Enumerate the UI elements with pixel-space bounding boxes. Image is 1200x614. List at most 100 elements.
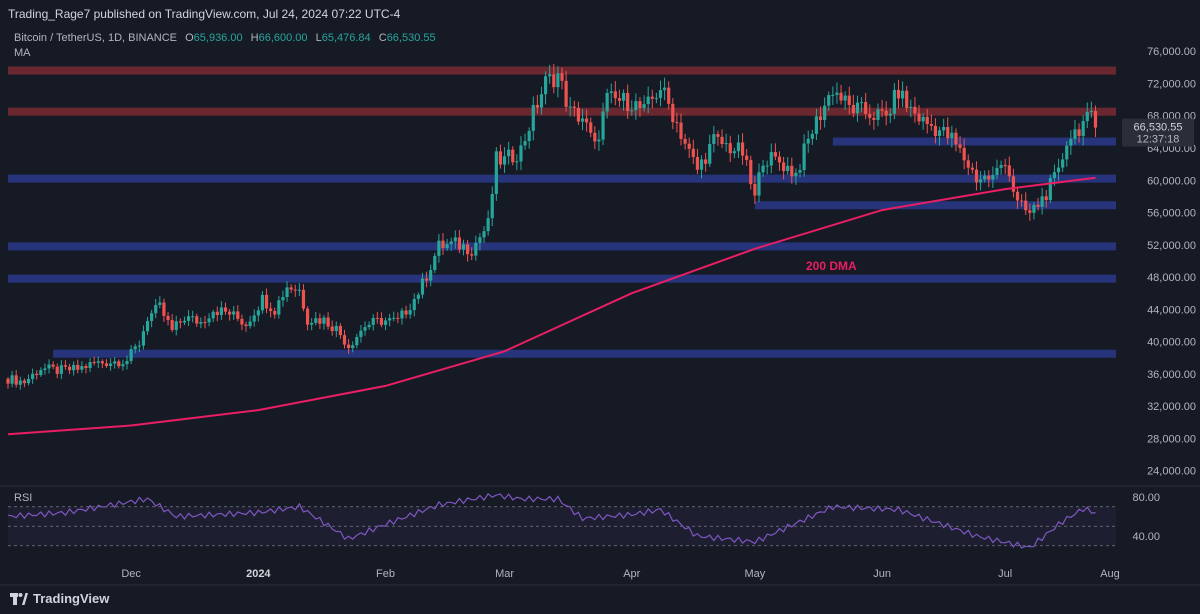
candle-body[interactable]	[888, 113, 892, 116]
candle-body[interactable]	[679, 122, 683, 139]
candle-body[interactable]	[31, 373, 35, 379]
candle-body[interactable]	[1024, 200, 1028, 211]
candle-body[interactable]	[712, 134, 716, 144]
candle-body[interactable]	[835, 92, 839, 95]
candle-body[interactable]	[6, 378, 10, 384]
candle-body[interactable]	[63, 365, 68, 367]
candle-body[interactable]	[1056, 167, 1061, 173]
candle-body[interactable]	[880, 109, 884, 111]
candle-body[interactable]	[658, 90, 663, 98]
candle-body[interactable]	[609, 91, 613, 93]
candle-body[interactable]	[326, 317, 330, 327]
candle-body[interactable]	[96, 361, 100, 363]
candle-body[interactable]	[1003, 165, 1007, 167]
candle-body[interactable]	[400, 310, 404, 319]
candle-body[interactable]	[585, 118, 589, 123]
candle-body[interactable]	[158, 302, 162, 305]
candle-body[interactable]	[921, 116, 925, 122]
candle-body[interactable]	[749, 159, 753, 185]
candle-body[interactable]	[851, 104, 855, 114]
candle-body[interactable]	[371, 317, 375, 325]
candle-body[interactable]	[954, 132, 958, 145]
candle-body[interactable]	[872, 117, 876, 120]
candle-body[interactable]	[88, 362, 92, 369]
candle-body[interactable]	[260, 294, 265, 311]
candle-body[interactable]	[117, 361, 121, 367]
candle-body[interactable]	[1061, 159, 1065, 168]
candle-body[interactable]	[765, 165, 769, 167]
candle-body[interactable]	[855, 102, 860, 114]
symbol-legend[interactable]: Bitcoin / TetherUS, 1D, BINANCE O65,936.…	[14, 32, 436, 44]
resistance-level[interactable]	[8, 107, 1116, 116]
candle-body[interactable]	[457, 237, 462, 250]
candle-body[interactable]	[621, 92, 626, 101]
last-price-tag[interactable]	[1122, 118, 1194, 147]
candle-body[interactable]	[511, 149, 515, 163]
candle-body[interactable]	[342, 335, 347, 345]
candle-body[interactable]	[983, 175, 987, 180]
candle-body[interactable]	[433, 255, 437, 271]
candle-body[interactable]	[104, 363, 109, 366]
candle-body[interactable]	[351, 345, 355, 349]
candle-body[interactable]	[892, 89, 896, 114]
candle-body[interactable]	[786, 165, 790, 172]
candle-body[interactable]	[154, 304, 158, 314]
candle-body[interactable]	[1081, 121, 1085, 137]
candle-body[interactable]	[314, 318, 318, 323]
candle-body[interactable]	[182, 320, 187, 323]
candle-body[interactable]	[999, 165, 1003, 168]
candle-body[interactable]	[252, 315, 256, 322]
candle-body[interactable]	[330, 326, 334, 332]
candle-body[interactable]	[191, 316, 195, 318]
candle-body[interactable]	[1085, 111, 1089, 122]
candle-body[interactable]	[170, 320, 174, 330]
candle-body[interactable]	[950, 132, 954, 139]
candle-body[interactable]	[552, 74, 556, 88]
candle-body[interactable]	[490, 193, 494, 219]
candle-body[interactable]	[355, 336, 359, 346]
support-level[interactable]	[8, 274, 1116, 283]
candle-body[interactable]	[441, 240, 445, 249]
candle-body[interactable]	[818, 116, 823, 121]
candle-body[interactable]	[72, 364, 76, 371]
candle-body[interactable]	[736, 142, 741, 152]
candle-body[interactable]	[318, 318, 322, 324]
candle-body[interactable]	[236, 311, 240, 319]
candle-body[interactable]	[145, 321, 150, 332]
candle-body[interactable]	[802, 143, 806, 171]
candle-body[interactable]	[207, 318, 211, 323]
candle-body[interactable]	[798, 170, 802, 173]
candle-body[interactable]	[1065, 145, 1069, 160]
candle-body[interactable]	[896, 89, 901, 99]
candle-body[interactable]	[650, 96, 654, 99]
candle-body[interactable]	[51, 364, 55, 367]
candle-body[interactable]	[507, 149, 511, 157]
candle-body[interactable]	[523, 141, 527, 146]
candle-body[interactable]	[626, 92, 630, 112]
candle-body[interactable]	[498, 151, 503, 165]
candle-body[interactable]	[1007, 165, 1011, 177]
candle-body[interactable]	[228, 311, 232, 315]
candle-body[interactable]	[1015, 191, 1020, 201]
candle-body[interactable]	[424, 278, 429, 281]
candle-body[interactable]	[535, 104, 539, 108]
candle-body[interactable]	[285, 287, 289, 298]
candle-body[interactable]	[137, 345, 141, 347]
candle-body[interactable]	[100, 361, 104, 364]
candle-body[interactable]	[289, 287, 293, 290]
candle-body[interactable]	[946, 126, 950, 139]
tradingview-brand[interactable]: TradingView	[10, 591, 109, 606]
candle-body[interactable]	[539, 94, 544, 108]
support-level[interactable]	[832, 137, 1116, 146]
candle-body[interactable]	[732, 151, 736, 154]
candle-body[interactable]	[186, 316, 191, 321]
candle-body[interactable]	[502, 156, 507, 165]
candle-body[interactable]	[396, 317, 400, 319]
candle-body[interactable]	[141, 331, 146, 346]
candle-body[interactable]	[26, 378, 31, 384]
candle-body[interactable]	[859, 102, 864, 104]
candle-body[interactable]	[913, 106, 917, 114]
candle-body[interactable]	[593, 132, 597, 142]
candle-body[interactable]	[310, 322, 314, 325]
candle-body[interactable]	[740, 142, 745, 156]
